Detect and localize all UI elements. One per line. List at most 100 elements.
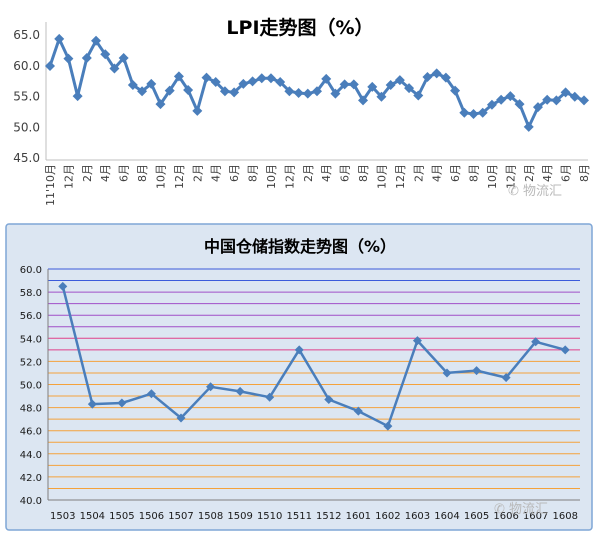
lpi-x-tick-label: 8月	[136, 164, 149, 182]
warehouse-x-tick-label: 1505	[109, 511, 134, 522]
lpi-data-point	[440, 72, 451, 83]
lpi-x-tick-label: 4月	[431, 164, 444, 182]
lpi-x-tick-label: 4月	[541, 164, 554, 182]
lpi-x-tick-label: 10月	[265, 164, 278, 189]
warehouse-x-tick-label: 1604	[434, 511, 459, 522]
lpi-data-point	[146, 78, 157, 89]
lpi-data-point	[459, 107, 470, 118]
lpi-x-tick-label: 2月	[523, 164, 536, 182]
warehouse-x-tick-label: 1508	[198, 511, 223, 522]
warehouse-y-tick-label: 60.0	[20, 265, 42, 276]
lpi-x-tick-label: 12月	[62, 164, 75, 189]
warehouse-x-tick-label: 1506	[139, 511, 164, 522]
lpi-x-tick-label: 10月	[375, 164, 388, 189]
lpi-y-tick-label: 60.0	[13, 59, 40, 73]
warehouse-data-point	[472, 366, 482, 376]
lpi-y-tick-label: 45.0	[13, 151, 40, 165]
warehouse-data-point	[235, 386, 245, 396]
lpi-data-point	[496, 94, 507, 105]
warehouse-y-tick-label: 50.0	[20, 381, 42, 392]
lpi-x-tick-label: 11'10月	[44, 164, 57, 206]
watermark-bottom: ✆ 物流汇	[494, 498, 548, 517]
warehouse-x-tick-label: 1503	[50, 511, 75, 522]
lpi-data-point	[201, 72, 212, 83]
warehouse-x-tick-label: 1509	[227, 511, 252, 522]
lpi-chart: LPI走势图（%） 65.0 60.0 55.0 50.0 45.0 11'10月 12月…	[0, 0, 600, 218]
warehouse-y-tick-label: 48.0	[20, 404, 42, 415]
lpi-data-point	[367, 81, 378, 92]
lpi-data-point	[450, 85, 461, 96]
lpi-x-tick-label: 6月	[118, 164, 131, 182]
warehouse-y-tick-label: 42.0	[20, 473, 42, 484]
lpi-data-point	[219, 86, 230, 97]
lpi-x-tick-label: 8月	[247, 164, 260, 182]
warehouse-x-tick-label: 1510	[257, 511, 282, 522]
lpi-data-point	[45, 60, 55, 71]
warehouse-data-point	[58, 281, 68, 291]
lpi-x-tick-label: 8月	[357, 164, 370, 182]
lpi-data-point	[330, 88, 341, 99]
warehouse-x-tick-label: 1601	[346, 511, 371, 522]
warehouse-data-point	[87, 399, 97, 409]
lpi-x-tick-label: 2月	[302, 164, 315, 182]
lpi-data-point	[404, 83, 415, 94]
lpi-x-tick-label: 6月	[560, 164, 573, 182]
warehouse-y-tick-label: 56.0	[20, 311, 42, 322]
lpi-data-point	[523, 121, 534, 132]
lpi-data-point	[109, 63, 120, 74]
lpi-x-tick-label: 2月	[81, 164, 94, 182]
lpi-y-tick-label: 55.0	[13, 90, 40, 104]
warehouse-data-point	[324, 395, 334, 405]
lpi-data-point	[284, 86, 295, 97]
wechat-icon: ✆	[494, 502, 505, 517]
warehouse-x-tick-label: 1504	[80, 511, 105, 522]
lpi-data-point	[164, 85, 175, 96]
warehouse-data-point	[146, 389, 156, 399]
lpi-data-point	[358, 95, 369, 106]
lpi-data-point	[422, 72, 433, 83]
lpi-x-tick-label: 8月	[468, 164, 481, 182]
lpi-x-tick-label: 6月	[228, 164, 241, 182]
lpi-data-point	[265, 73, 276, 84]
warehouse-y-tick-label: 40.0	[20, 496, 42, 507]
lpi-data-point	[293, 88, 304, 99]
warehouse-x-tick-label: 1507	[168, 511, 193, 522]
lpi-data-point	[183, 84, 194, 95]
lpi-x-tick-label: 12月	[394, 164, 407, 189]
lpi-data-point	[542, 94, 553, 105]
lpi-chart-title: LPI走势图（%）	[226, 16, 373, 39]
lpi-data-point	[302, 88, 313, 99]
lpi-data-point	[63, 53, 74, 64]
warehouse-data-point	[531, 337, 541, 347]
warehouse-series-line	[61, 285, 566, 428]
warehouse-y-tick-label: 46.0	[20, 427, 42, 438]
lpi-x-tick-label: 8月	[578, 164, 591, 182]
lpi-data-point	[91, 35, 102, 46]
wechat-icon: ✆	[508, 184, 519, 199]
warehouse-x-tick-label: 1607	[523, 511, 548, 522]
lpi-data-point	[532, 102, 543, 113]
warehouse-x-tick-label: 1511	[286, 511, 311, 522]
warehouse-data-point	[412, 336, 422, 346]
warehouse-x-tick-label: 1605	[464, 511, 489, 522]
lpi-data-point	[321, 73, 332, 84]
lpi-data-point	[551, 95, 562, 106]
warehouse-x-tick-label: 1512	[316, 511, 341, 522]
lpi-x-tick-label: 6月	[449, 164, 462, 182]
lpi-y-tick-label: 50.0	[13, 120, 40, 134]
warehouse-data-point	[560, 345, 570, 355]
warehouse-data-point	[353, 406, 363, 416]
lpi-data-point	[238, 78, 249, 89]
watermark-top: ✆ 物流汇	[508, 180, 562, 199]
lpi-chart-background	[0, 0, 600, 218]
warehouse-data-point	[206, 382, 216, 392]
warehouse-y-tick-label: 44.0	[20, 450, 42, 461]
warehouse-data-point	[294, 345, 304, 355]
lpi-x-tick-label: 2月	[191, 164, 204, 182]
lpi-x-tick-label: 6月	[339, 164, 352, 182]
lpi-data-point	[569, 91, 580, 102]
lpi-data-point	[247, 76, 258, 87]
lpi-data-point	[505, 91, 516, 102]
lpi-data-point	[312, 86, 322, 97]
